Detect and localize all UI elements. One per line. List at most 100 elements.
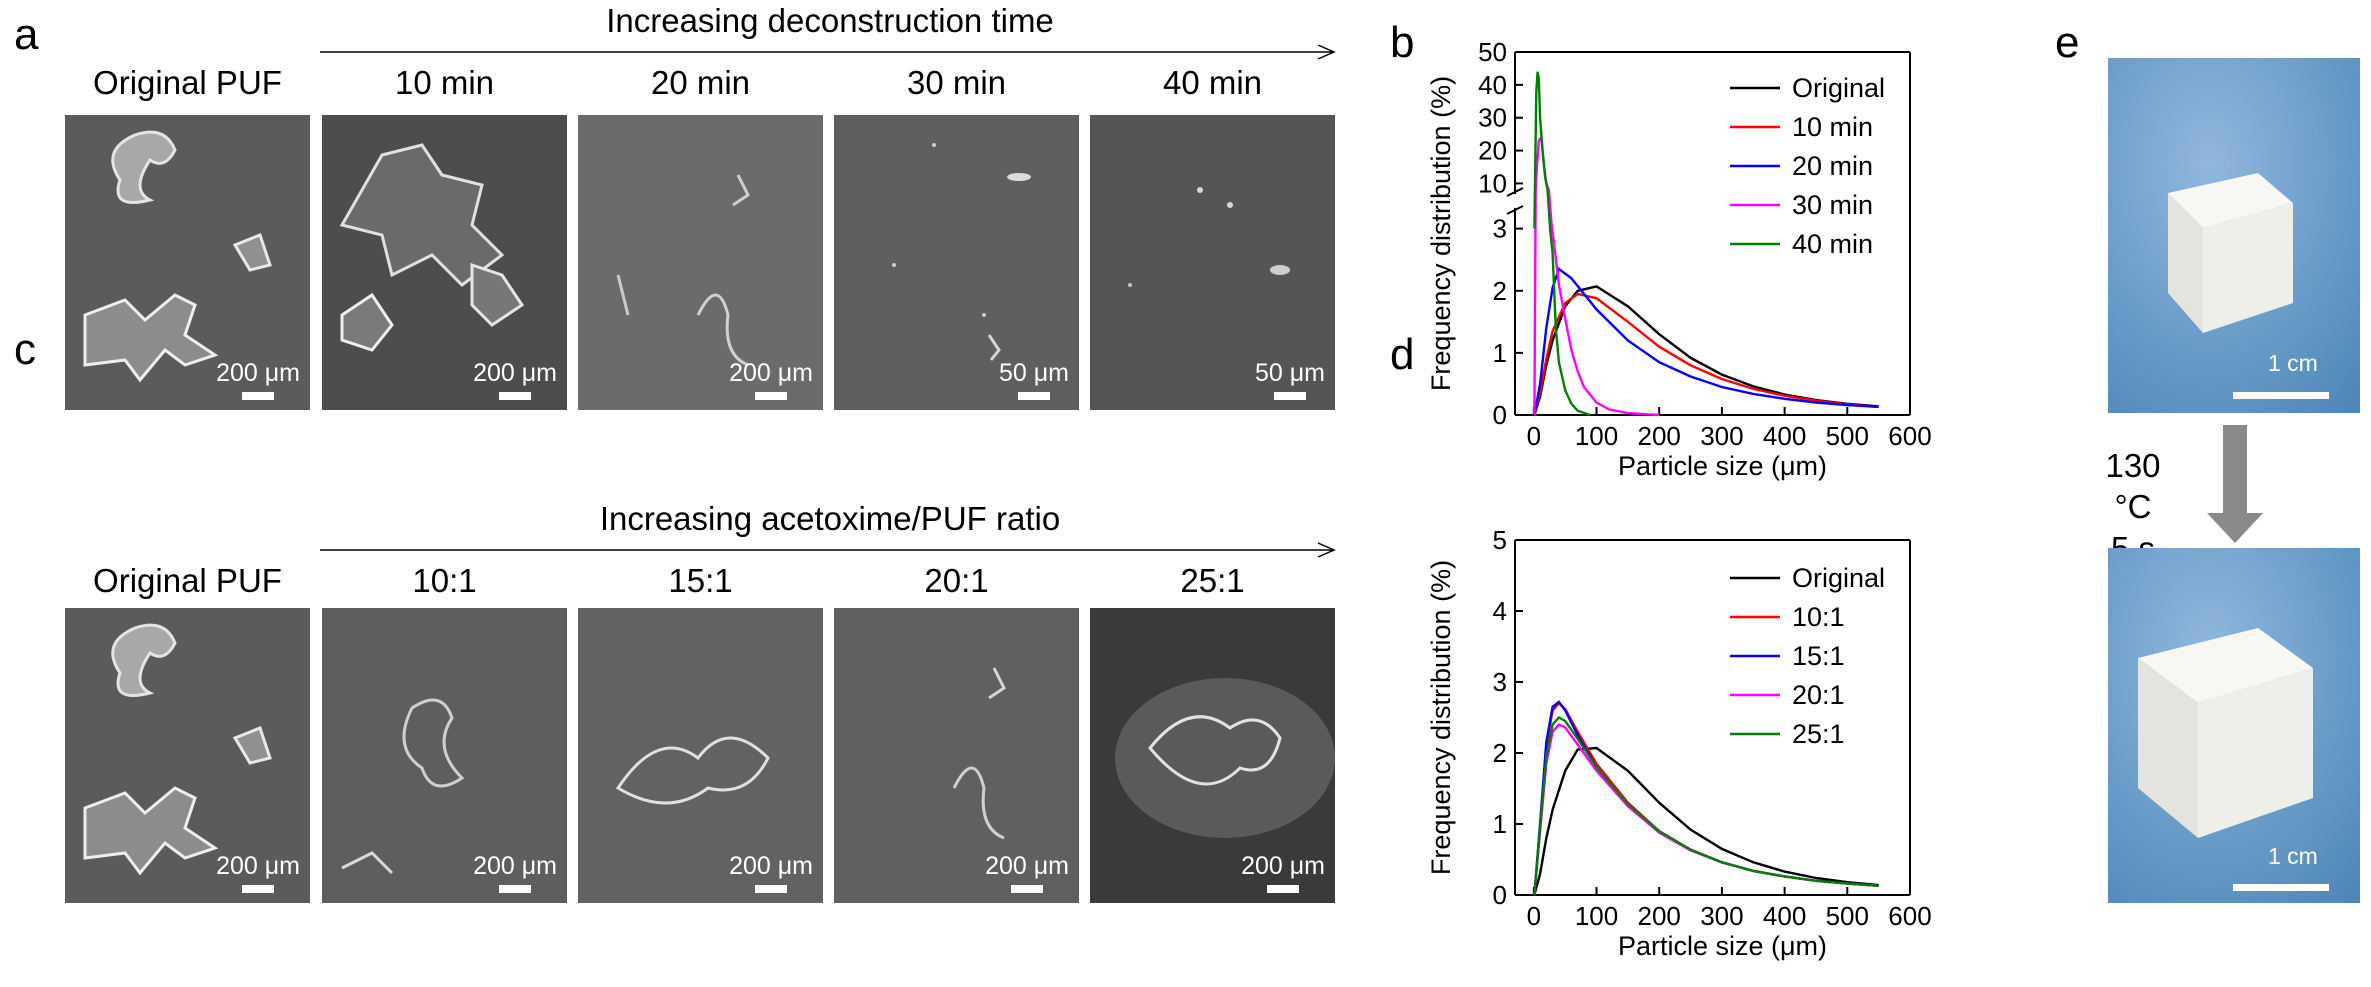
scale-bar-c-1: 200 μm xyxy=(473,852,557,893)
chart-b-y-tick-label: 40 xyxy=(1478,70,1507,100)
chart-b-axis-break-mark xyxy=(1506,205,1524,215)
sem-image-20min: 200 μm xyxy=(578,115,823,410)
chart-d-legend-label: 10:1 xyxy=(1792,602,1845,632)
chart-b-x-tick-label: 400 xyxy=(1763,421,1806,451)
sem-image-10-1: 200 μm xyxy=(322,608,567,903)
chart-b-series-line-4 xyxy=(1533,71,1591,417)
chart-d-x-tick-label: 400 xyxy=(1763,901,1806,931)
scale-bar-c-3: 200 μm xyxy=(985,852,1069,893)
chart-b-y-tick-label: 2 xyxy=(1493,276,1507,306)
chart-b-series-line-3 xyxy=(1533,134,1660,417)
chart-b-x-tick-label: 300 xyxy=(1700,421,1743,451)
chart-b-y-axis-label: Frequency distribution (%) xyxy=(1426,76,1456,391)
row-c-title-2: 15:1 xyxy=(668,562,733,599)
chart-d-y-tick-label: 1 xyxy=(1493,809,1507,839)
chart-d-y-tick-label: 5 xyxy=(1493,525,1507,555)
scale-label-bottom: 1 cm xyxy=(2268,843,2318,869)
scale-bar-top xyxy=(2233,392,2329,399)
chart-b-legend-label: 20 min xyxy=(1792,151,1873,181)
chart-b-legend-label: 30 min xyxy=(1792,190,1873,220)
chart-b-legend-label: 40 min xyxy=(1792,229,1873,259)
chart-b-legend-label: Original xyxy=(1792,73,1885,103)
scale-label-top: 1 cm xyxy=(2268,350,2318,376)
chart-b-x-tick-label: 100 xyxy=(1575,421,1618,451)
foam-photo-before-image xyxy=(2108,58,2360,413)
chart-d-y-tick-label: 2 xyxy=(1493,738,1507,768)
chart-d-x-tick-label: 300 xyxy=(1700,901,1743,931)
scale-bar-a-0: 200 μm xyxy=(216,359,300,400)
chart-d-x-tick-label: 0 xyxy=(1527,901,1541,931)
row-a-title-2: 20 min xyxy=(650,64,751,101)
foam-photo-after-image xyxy=(2108,548,2360,903)
chart-d: 0 100 200 300 400 500 600 0 1 2 3 4 5 Particle size (… xyxy=(1426,525,1932,961)
row-a-title-0: Original PUF xyxy=(93,64,282,101)
panel-label-a: a xyxy=(14,10,39,59)
chart-d-legend-label: 25:1 xyxy=(1792,719,1845,749)
chart-b-y-tick-label: 30 xyxy=(1478,103,1507,133)
condition-temp: 130 °C xyxy=(2105,447,2161,526)
panel-label-c: c xyxy=(14,325,36,374)
chart-b-x-axis-label: Particle size (μm) xyxy=(1618,451,1827,481)
chart-b-series-line-2 xyxy=(1533,267,1879,416)
chart-b-y-tick-label: 20 xyxy=(1478,136,1507,166)
row-c-arrow xyxy=(320,542,1336,558)
scale-bar-c-4: 200 μm xyxy=(1241,852,1325,893)
row-c-arrow-title: Increasing acetoxime/PUF ratio xyxy=(599,500,1061,537)
foam-photo-before: 1 cm xyxy=(2108,58,2360,413)
chart-d-y-tick-label: 0 xyxy=(1493,880,1507,910)
scale-bar-a-3: 50 μm xyxy=(999,359,1069,400)
scale-bar-a-4: 50 μm xyxy=(1255,359,1325,400)
chart-b-legend-label: 10 min xyxy=(1792,112,1873,142)
scale-bar-c-2: 200 μm xyxy=(729,852,813,893)
chart-d-y-tick-label: 4 xyxy=(1493,596,1507,626)
sem-image-20-1: 200 μm xyxy=(834,608,1079,903)
chart-d-x-tick-label: 200 xyxy=(1638,901,1681,931)
chart-b-x-tick-label: 600 xyxy=(1888,421,1931,451)
chart-b-series-line-0 xyxy=(1533,285,1879,416)
chart-b-x-tick-label: 0 xyxy=(1527,421,1541,451)
row-a-arrow-title: Increasing deconstruction time xyxy=(606,2,1054,39)
chart-d-x-tick-label: 500 xyxy=(1826,901,1869,931)
panel-label-e: e xyxy=(2055,18,2080,67)
chart-d-y-axis-label: Frequency distribution (%) xyxy=(1426,560,1456,875)
chart-b-y-tick-label: 50 xyxy=(1478,37,1507,67)
chart-d-x-axis-label: Particle size (μm) xyxy=(1618,931,1827,961)
row-c-title-4: 25:1 xyxy=(1180,562,1245,599)
row-c-title-3: 20:1 xyxy=(924,562,989,599)
chart-b-y-tick-label: 0 xyxy=(1493,400,1507,430)
sem-image-original-a: 200 μm xyxy=(65,115,310,410)
scale-bar-bottom xyxy=(2233,884,2329,891)
row-a-title-4: 40 min xyxy=(1162,64,1263,101)
row-c-title-0: Original PUF xyxy=(93,562,282,599)
row-a-title-1: 10 min xyxy=(394,64,495,101)
chart-b-x-tick-label: 200 xyxy=(1638,421,1681,451)
row-a-arrow xyxy=(320,44,1336,60)
sem-image-30min: 50 μm xyxy=(834,115,1079,410)
chart-b-y-tick-label: 3 xyxy=(1493,214,1507,244)
scale-bar-a-2: 200 μm xyxy=(729,359,813,400)
chart-d-legend-label: 15:1 xyxy=(1792,641,1845,671)
sem-image-25-1: 200 μm xyxy=(1090,608,1335,903)
chart-b-y-tick-label: 1 xyxy=(1493,338,1507,368)
row-a-title-3: 30 min xyxy=(906,64,1007,101)
chart-d-legend-label: Original xyxy=(1792,563,1885,593)
panel-label-d: d xyxy=(1390,330,1415,379)
chart-d-x-tick-label: 100 xyxy=(1575,901,1618,931)
sem-image-10min: 200 μm xyxy=(322,115,567,410)
chart-d-series-line-0 xyxy=(1533,746,1879,896)
sem-image-original-c: 200 μm xyxy=(65,608,310,903)
scale-bar-c-0: 200 μm xyxy=(216,852,300,893)
row-c-title-1: 10:1 xyxy=(412,562,477,599)
scale-bar-a-1: 200 μm xyxy=(473,359,557,400)
foam-photo-after: 1 cm xyxy=(2108,548,2360,903)
chart-d-x-tick-label: 600 xyxy=(1888,901,1931,931)
chart-d-legend-label: 20:1 xyxy=(1792,680,1845,710)
chart-b-axis-break-mark xyxy=(1506,187,1524,197)
chart-b-x-tick-label: 500 xyxy=(1826,421,1869,451)
chart-b-y-tick-label: 10 xyxy=(1478,168,1507,198)
chart-d-series-line-4 xyxy=(1533,715,1879,896)
chart-b-series-line-1 xyxy=(1533,292,1879,416)
heating-arrow-icon xyxy=(2207,425,2263,543)
sem-image-40min: 50 μm xyxy=(1090,115,1335,410)
